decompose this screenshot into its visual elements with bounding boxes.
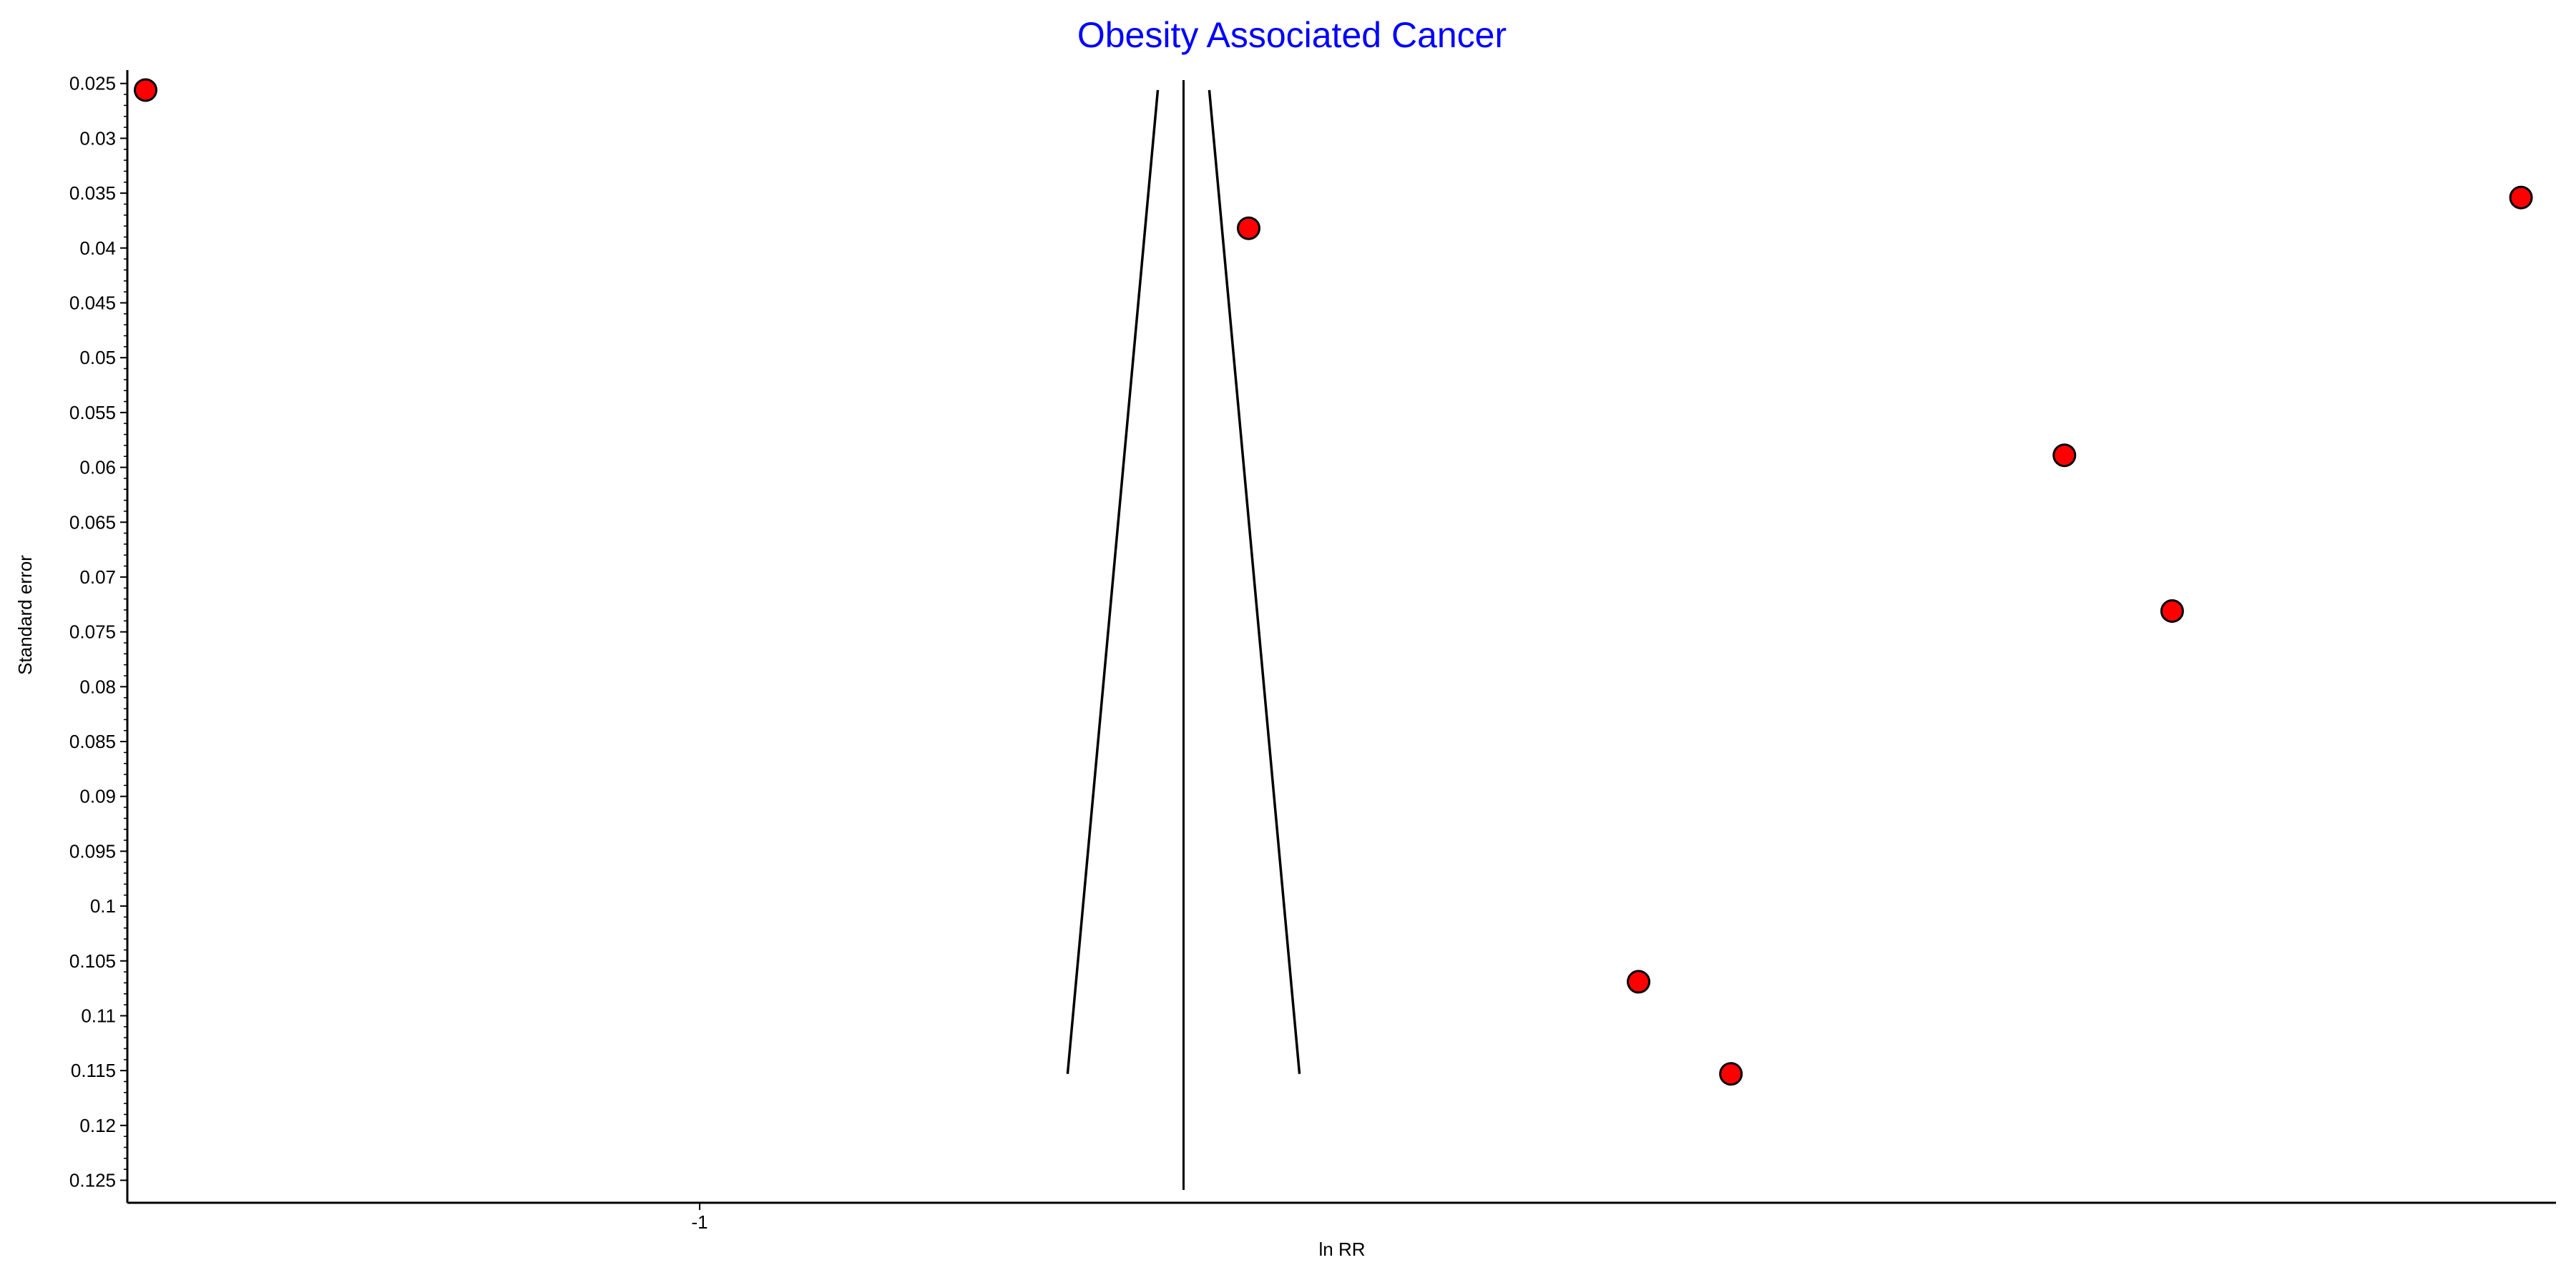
y-tick-label: 0.03 — [79, 127, 116, 149]
study-point — [2160, 599, 2184, 623]
y-axis-ticks: 0.025 0.03 0.035 0.04 0.045 0.05 0.055 0.06 0.06… — [69, 73, 127, 1191]
study-point — [134, 78, 158, 102]
chart-title: Obesity Associated Cancer — [1077, 15, 1507, 55]
y-tick-label: 0.08 — [79, 676, 116, 697]
y-tick-label: 0.075 — [69, 621, 116, 643]
y-tick-label: 0.04 — [79, 237, 116, 259]
y-axis-label: Standard error — [14, 555, 36, 675]
y-tick-label: 0.07 — [79, 566, 116, 588]
y-tick-label: 0.05 — [79, 347, 116, 368]
y-tick-label: 0.125 — [69, 1170, 116, 1191]
funnel-left-limit — [1066, 89, 1160, 1074]
y-tick-label: 0.115 — [71, 1060, 116, 1081]
y-tick-label: 0.12 — [79, 1115, 116, 1136]
y-tick-label: 0.045 — [69, 292, 116, 313]
study-point — [2509, 185, 2533, 210]
funnel-lines — [1066, 80, 1301, 1190]
y-tick-label: 0.065 — [69, 511, 116, 533]
study-point — [1627, 970, 1651, 994]
x-axis-ticks: -1 — [692, 1203, 708, 1233]
y-tick-label: 0.11 — [81, 1005, 116, 1026]
funnel-right-limit — [1208, 89, 1301, 1074]
y-tick-label: 0.085 — [69, 731, 116, 752]
study-points — [134, 78, 2533, 1086]
y-tick-label: 0.035 — [69, 182, 116, 204]
x-axis-label: ln RR — [1318, 1239, 1365, 1260]
y-tick-label: 0.025 — [69, 73, 116, 94]
y-tick-label: 0.06 — [79, 457, 116, 478]
y-tick-label: 0.1 — [90, 895, 116, 917]
y-tick-label: 0.105 — [69, 950, 116, 972]
y-tick-label: 0.095 — [69, 840, 116, 862]
study-point — [1236, 216, 1260, 240]
y-tick-label: 0.09 — [79, 786, 116, 807]
x-tick-label: -1 — [692, 1211, 708, 1233]
study-point — [1719, 1062, 1743, 1086]
y-tick-label: 0.055 — [69, 402, 116, 423]
study-point — [2052, 443, 2077, 468]
